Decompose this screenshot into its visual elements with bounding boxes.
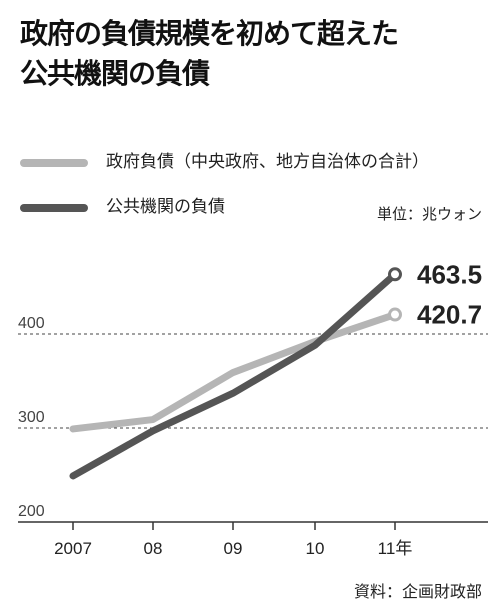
series-line-1 (69, 270, 399, 480)
source-label: 資料：企画財政部 (353, 582, 482, 601)
legend-swatch-public-institution-debt (20, 204, 88, 212)
legend-swatch-government-debt (20, 159, 88, 167)
title-line-2: 公共機関の負債 (20, 57, 210, 90)
series-line-0 (69, 311, 399, 433)
y-tick-label-400: 400 (18, 315, 45, 332)
y-tick-label-300: 300 (18, 409, 45, 426)
legend-label-government-debt: 政府負債（中央政府、地方自治体の合計） (106, 152, 429, 172)
legend-label-public-institution-debt: 公共機関の負債 (106, 197, 225, 217)
x-tick-label-0: 2007 (54, 539, 92, 558)
x-tick-label-3: 10 (306, 539, 325, 558)
unit-label: 単位：兆ウォン (376, 205, 482, 223)
legend-item-government-debt: 政府負債（中央政府、地方自治体の合計） (20, 147, 490, 177)
x-tick-label-4: 11年 (378, 539, 413, 558)
x-tick-label-1: 08 (144, 539, 163, 558)
data-label-0: 463.5 (417, 259, 482, 289)
x-tick-label-2: 09 (224, 539, 243, 558)
end-marker-0 (388, 267, 402, 282)
end-marker-1 (388, 307, 402, 322)
chart-title: 政府の負債規模を初めて超えた 公共機関の負債 (20, 14, 490, 94)
y-tick-label-200: 200 (18, 503, 45, 520)
title-line-1: 政府の負債規模を初めて超えた (20, 17, 399, 50)
legend-item-public-institution-debt: 公共機関の負債 (20, 192, 490, 222)
data-label-1: 420.7 (417, 300, 482, 330)
